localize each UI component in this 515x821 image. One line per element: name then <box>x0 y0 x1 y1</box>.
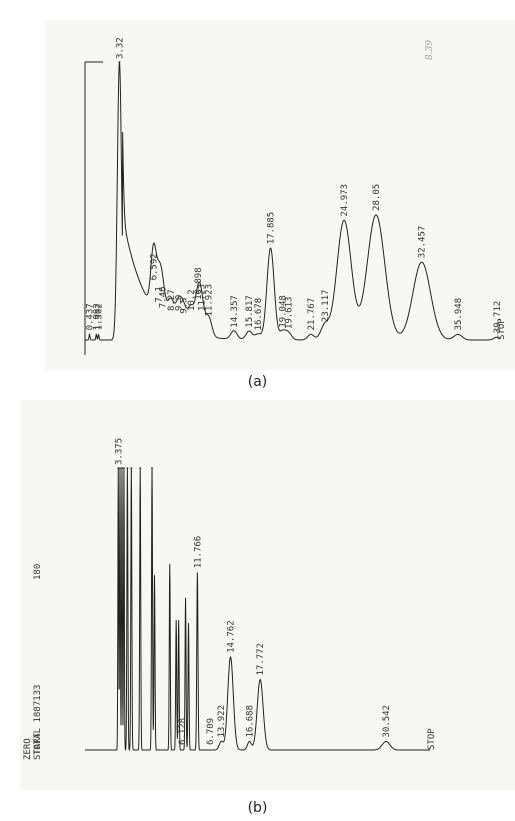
paper-background <box>45 20 515 370</box>
zero-label: ZERO <box>23 738 33 760</box>
trace-line <box>85 62 501 341</box>
peak-label: 8.27 <box>167 289 177 311</box>
peak-label: 6.128 <box>178 718 188 745</box>
peak-label: 3.32 <box>115 37 125 59</box>
peak-label: 7.1 <box>155 286 165 302</box>
peak-label: 21.767 <box>307 298 317 331</box>
peak-label: 15.817 <box>245 295 255 328</box>
peak-label: 19.048 <box>279 295 289 328</box>
stop-label: STOP <box>497 318 507 340</box>
peak-label: 11.923 <box>205 284 215 317</box>
chromatogram-b: 3.375 11.766 13.922 14.762 16.688 17.772 30.54… <box>0 400 515 790</box>
peak-label: 1.302 <box>95 303 105 330</box>
peak-label: 6.709 <box>206 718 216 745</box>
peak-label: 14.762 <box>227 620 237 653</box>
paper-background <box>20 400 515 790</box>
peak-label: 11.23 <box>198 284 208 311</box>
peak-label: 17.885 <box>267 212 277 245</box>
peak-label: 28.05 <box>372 184 382 211</box>
stop-label: STOP <box>427 728 437 750</box>
peak-label: 9.5 <box>180 298 190 314</box>
chromatogram-a: 0.437 1.092 1.302 3.32 6.592 7.1 7.46 8.27 9.0 9.… <box>0 0 515 370</box>
peak-label: 16.688 <box>245 705 255 738</box>
peak-label: 7.46 <box>158 287 168 309</box>
peak-label: 23.117 <box>321 290 331 323</box>
peak-label: 13.922 <box>217 705 227 738</box>
peak-label: 10.898 <box>194 267 204 300</box>
peak-label: 17.772 <box>256 643 266 676</box>
peak-label: 24.973 <box>340 184 350 217</box>
peak-label: 1.092 <box>92 303 102 330</box>
scale-label: 180 <box>33 564 43 580</box>
peak-label: 16.678 <box>254 298 264 331</box>
start-label: START <box>33 732 43 760</box>
peak-label: 39.712 <box>493 301 503 334</box>
panel-label-b: (b) <box>247 800 268 816</box>
peak-label: 6.592 <box>149 253 159 280</box>
total-label: TOTAL 1887133 <box>33 685 43 755</box>
peak-label: 11.766 <box>193 536 203 569</box>
peak-label: 0.437 <box>86 303 96 330</box>
panel-label-a: (a) <box>247 374 268 390</box>
peak-label: 14.357 <box>230 295 240 328</box>
peak-label: 3.375 <box>114 438 124 465</box>
chromatogram-b-plot: 3.375 11.766 13.922 14.762 16.688 17.772 30.54… <box>23 438 437 760</box>
peak-label: 10.2 <box>187 289 197 311</box>
peak-label: 32.457 <box>418 226 428 259</box>
peak-label: 19.613 <box>285 297 295 330</box>
handwritten-note: 8.39 <box>425 40 435 60</box>
trace-line <box>85 467 430 751</box>
peak-label: 35.948 <box>454 298 464 331</box>
peak-label: 30.542 <box>382 705 392 738</box>
peak-label: 9.0 <box>174 295 184 311</box>
